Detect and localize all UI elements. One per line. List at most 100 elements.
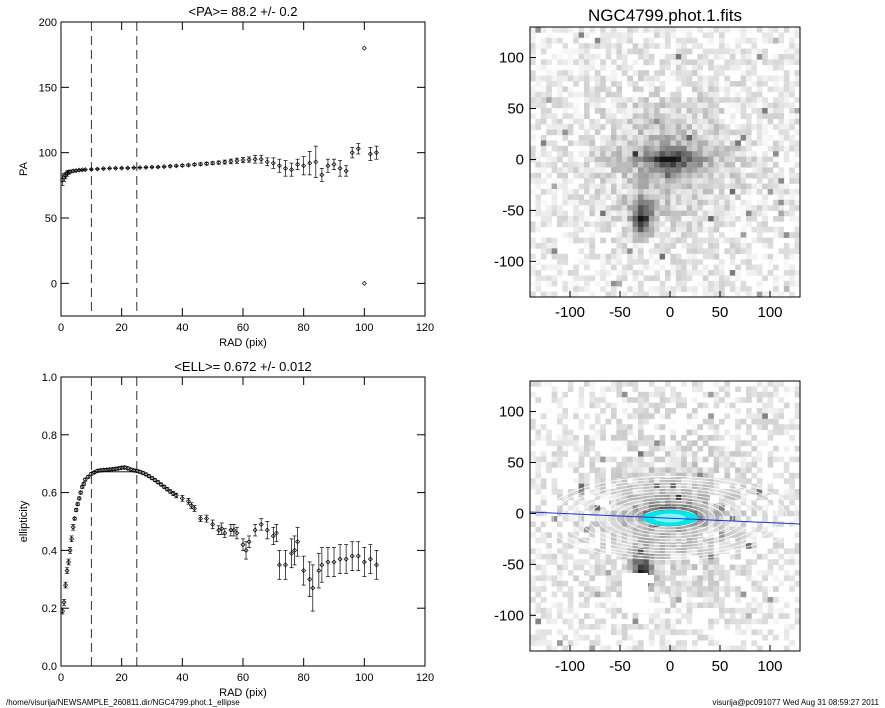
- data-point: [246, 539, 252, 545]
- image-pixels: [530, 381, 801, 652]
- data-point: [107, 165, 113, 171]
- mask-patch: [622, 573, 648, 613]
- data-point: [295, 539, 301, 545]
- y-tick-label: 0: [516, 151, 524, 168]
- data-point: [301, 568, 307, 574]
- data-point: [276, 562, 282, 568]
- y-tick-label: 100: [39, 148, 57, 160]
- data-point: [85, 474, 91, 480]
- data-point: [185, 162, 191, 168]
- data-point: [69, 536, 75, 542]
- x-tick-label: 60: [237, 672, 249, 684]
- isophote-contour: [606, 496, 734, 540]
- data-point: [270, 533, 276, 539]
- y-tick-label: 100: [499, 404, 524, 421]
- chart-title: <PA>= 88.2 +/- 0.2: [189, 4, 298, 19]
- data-point: [119, 165, 125, 171]
- y-tick-label: 50: [507, 455, 524, 472]
- data-point: [210, 160, 216, 166]
- mask-patch: [710, 495, 719, 504]
- data-point: [361, 559, 367, 565]
- data-point: [337, 165, 343, 171]
- x-tick-label: 0: [58, 322, 64, 334]
- data-point: [331, 161, 337, 167]
- mask-patch: [645, 575, 654, 583]
- y-tick-label: 0: [516, 505, 524, 522]
- data-point: [70, 524, 76, 530]
- data-point: [313, 159, 319, 165]
- data-point: [295, 161, 301, 167]
- data-point: [61, 599, 67, 605]
- data-point: [264, 159, 270, 165]
- mask-patch: [690, 556, 699, 564]
- isophote-contour: [561, 481, 779, 555]
- x-tick-label: 50: [712, 304, 729, 321]
- data-point: [191, 506, 197, 511]
- isophote-contour: [615, 499, 725, 537]
- isophote-contour: [552, 478, 788, 558]
- x-tick-label: 100: [757, 658, 782, 675]
- pa-line: [529, 511, 801, 525]
- isophote-contour: [597, 493, 743, 543]
- isophote-contour: [579, 487, 761, 549]
- data-point: [100, 467, 106, 473]
- data-point: [234, 530, 240, 536]
- data-point: [373, 150, 379, 156]
- isophote-contour: [543, 476, 797, 560]
- data-point: [246, 157, 252, 163]
- x-tick-label: 40: [176, 322, 188, 334]
- data-point: [78, 490, 84, 496]
- data-point: [158, 482, 164, 488]
- y-tick-label: 150: [39, 82, 57, 94]
- x-tick-label: 0: [58, 672, 64, 684]
- chart-title: <ELL>= 0.672 +/- 0.012: [174, 359, 311, 374]
- data-point: [82, 477, 88, 483]
- isophote-contour: [588, 490, 752, 546]
- data-point: [149, 475, 155, 481]
- data-point: [60, 608, 66, 614]
- data-point: [198, 161, 204, 167]
- x-tick-label: 20: [116, 322, 128, 334]
- data-point: [75, 501, 81, 507]
- data-point: [97, 467, 103, 473]
- mask-patch: [635, 660, 644, 669]
- data-point: [282, 562, 288, 568]
- data-point: [104, 467, 109, 473]
- plot-frame: [60, 376, 426, 667]
- footer-timestamp: visurija@pc091077 Wed Aug 31 08:59:27 20…: [712, 698, 879, 707]
- data-point: [179, 495, 185, 501]
- y-tick-label: 0.8: [42, 430, 57, 442]
- data-point: [282, 165, 288, 171]
- data-point: [167, 163, 173, 169]
- mask-patch: [660, 594, 669, 602]
- data-point: [367, 556, 373, 562]
- data-point: [343, 168, 349, 174]
- data-point: [82, 167, 88, 173]
- data-point: [149, 164, 155, 170]
- x-tick-label: 40: [176, 672, 188, 684]
- x-axis-label: RAD (pix): [219, 687, 267, 699]
- x-tick-label: -50: [609, 658, 631, 675]
- data-point: [228, 527, 234, 533]
- x-tick-label: 100: [757, 304, 782, 321]
- data-point: [198, 516, 204, 522]
- data-point: [222, 159, 228, 165]
- y-tick-label: 0.2: [42, 603, 57, 615]
- data-point: [76, 495, 82, 501]
- data-point: [179, 162, 185, 168]
- isophote-contour: [624, 502, 716, 534]
- y-tick-label: 0.6: [42, 488, 57, 500]
- x-tick-label: 20: [116, 672, 128, 684]
- data-point: [222, 530, 228, 536]
- x-tick-label: 50: [712, 658, 729, 675]
- data-point: [72, 516, 78, 522]
- data-point: [361, 45, 367, 51]
- x-tick-label: 80: [298, 672, 310, 684]
- data-point: [337, 556, 343, 562]
- x-axis-label: RAD (pix): [219, 337, 267, 349]
- data-point: [252, 156, 258, 162]
- image-pixels: [530, 27, 801, 298]
- x-tick-label: 120: [416, 672, 434, 684]
- x-tick-label: -100: [555, 304, 585, 321]
- x-tick-label: 0: [666, 304, 674, 321]
